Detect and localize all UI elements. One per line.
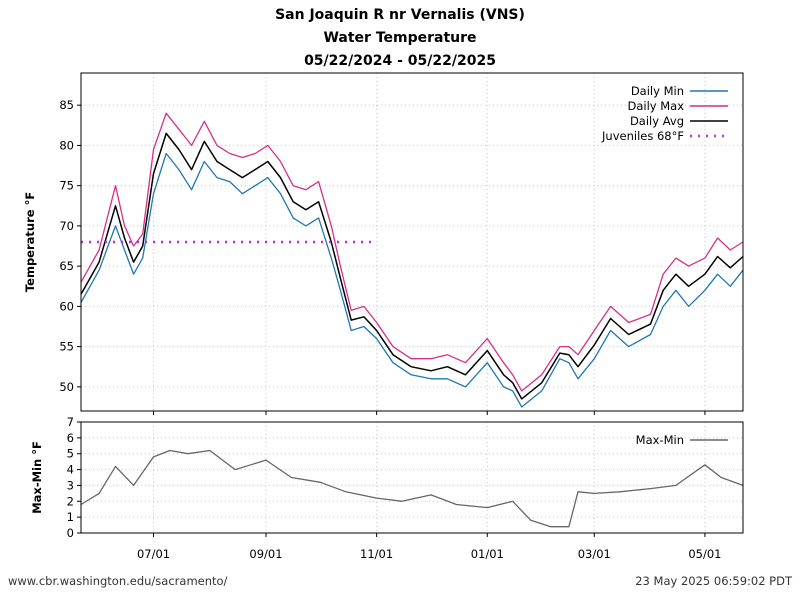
y-axis-label: Max-Min °F (30, 441, 44, 514)
y-tick-label: 65 (59, 259, 74, 273)
y-tick-label: 55 (59, 340, 74, 354)
plot-frame (80, 72, 744, 412)
x-tick-label: 07/01 (137, 547, 170, 561)
y-axis-label: Temperature °F (23, 192, 37, 292)
x-tick-label: 05/01 (688, 547, 721, 561)
y-tick-label: 80 (59, 138, 74, 152)
series-line-max-min (80, 449, 744, 528)
series-line-daily-max (80, 112, 744, 392)
y-tick-label: 1 (67, 510, 74, 524)
y-tick-label: 70 (59, 219, 74, 233)
y-tick-label: 4 (67, 463, 74, 477)
chart-subtitle-variable: Water Temperature (323, 30, 477, 46)
footer-timestamp: 23 May 2025 06:59:02 PDT (635, 574, 792, 588)
legend-label: Daily Max (627, 99, 684, 113)
series-line-daily-avg (80, 132, 744, 400)
y-tick-label: 50 (59, 380, 74, 394)
chart-subtitle-daterange: 05/22/2024 - 05/22/2025 (304, 53, 496, 69)
x-tick-label: 11/01 (360, 547, 393, 561)
legend-label: Daily Min (631, 84, 684, 98)
y-tick-label: 75 (59, 179, 74, 193)
series-line-daily-min (80, 152, 744, 408)
footer-url[interactable]: www.cbr.washington.edu/sacramento/ (8, 574, 228, 588)
y-tick-label: 2 (67, 494, 74, 508)
y-tick-label: 3 (67, 478, 74, 492)
plot-frame (80, 421, 744, 534)
x-tick-label: 03/01 (578, 547, 611, 561)
x-tick-label: 01/01 (471, 547, 504, 561)
chart-title: San Joaquin R nr Vernalis (VNS) (275, 7, 525, 23)
legend-label: Juveniles 68°F (601, 129, 684, 143)
y-tick-label: 6 (67, 431, 74, 445)
y-tick-label: 60 (59, 299, 74, 313)
y-tick-label: 0 (67, 526, 74, 540)
legend-label: Daily Avg (630, 114, 684, 128)
y-tick-label: 7 (67, 415, 74, 429)
x-tick-label: 09/01 (249, 547, 282, 561)
panel-2: 0 1 2 34 5 6 7 07/01 09/01 11/01 01/01 03/01 05/01 Ma… (30, 415, 744, 561)
y-tick-label: 85 (59, 98, 74, 112)
y-tick-label: 5 (67, 447, 74, 461)
legend-label: Max-Min (636, 433, 684, 447)
